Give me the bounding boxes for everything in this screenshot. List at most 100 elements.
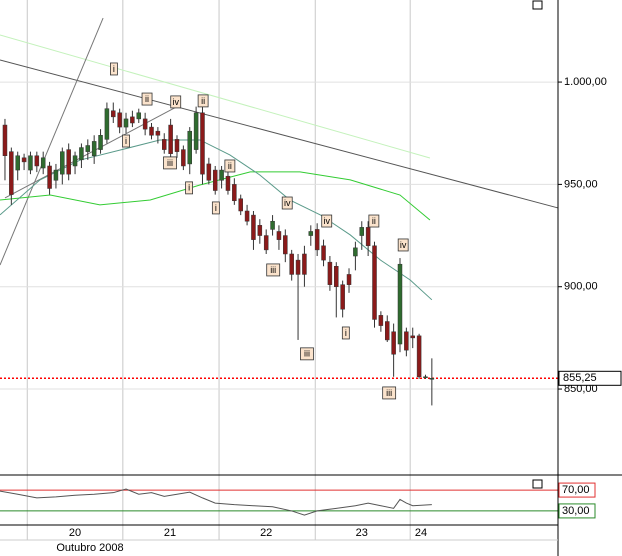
candle-body: [353, 247, 358, 257]
candle-body: [302, 253, 307, 275]
maximize-icon[interactable]: [532, 0, 543, 10]
candle-body: [72, 155, 78, 167]
candle-body: [60, 151, 65, 175]
candle-body: [149, 126, 154, 136]
candle-body: [85, 145, 91, 152]
candle-body: [21, 157, 27, 163]
level-label-box: [558, 482, 596, 498]
candle-body: [423, 376, 428, 379]
wave-label-box: [224, 159, 236, 173]
candle-body: [410, 335, 415, 339]
candle-body: [142, 118, 148, 130]
candle-body: [168, 124, 173, 154]
candle-body: [28, 155, 33, 171]
level-label: 30,00: [562, 505, 590, 517]
candle-body: [314, 229, 320, 251]
candle-body: [53, 169, 59, 181]
wave-label-box: [368, 214, 380, 228]
candle-body: [257, 225, 263, 236]
wave-label: iii: [270, 265, 276, 275]
overlay-line: [0, 34, 431, 159]
x-tick-label: 23: [356, 527, 368, 539]
wave-label-box: [300, 347, 314, 361]
candle-body: [155, 130, 161, 136]
candle-body: [187, 130, 192, 165]
indicator: 70,00 30,00: [0, 482, 596, 519]
candle-body: [15, 155, 20, 171]
maximize-icon[interactable]: [532, 479, 543, 489]
wave-label: i: [345, 328, 347, 338]
candle-body: [219, 169, 224, 181]
y-tick-label: 850,00: [564, 383, 598, 395]
candles: [2, 102, 435, 406]
candle-body: [200, 112, 205, 175]
x-tick-label: 21: [164, 527, 176, 539]
wave-label-box: [122, 134, 130, 148]
wave-label-box: [321, 214, 333, 228]
wave-label-box: [185, 181, 194, 195]
wave-label-box: [110, 62, 118, 76]
candle-body: [193, 112, 199, 150]
wave-label: i: [125, 136, 127, 146]
candle-body: [404, 331, 409, 351]
overlay-line: [0, 171, 431, 221]
overlay-line: [0, 59, 559, 209]
candle-body: [79, 147, 84, 161]
wave-label: i: [113, 64, 115, 74]
wave-label: ii: [372, 216, 376, 226]
wave-label: iii: [304, 349, 310, 359]
wave-label: ii: [145, 94, 149, 104]
candle-body: [327, 261, 333, 285]
candle-body: [251, 214, 256, 240]
x-tick-label: 24: [415, 527, 427, 539]
candle-body: [34, 155, 40, 167]
x-tick-label: 22: [260, 527, 272, 539]
wave-label-box: [397, 238, 409, 252]
candle-body: [174, 139, 180, 152]
y-tick-label: 900,00: [564, 281, 598, 293]
wave-label: iv: [284, 198, 291, 208]
candle-body: [359, 227, 365, 236]
candle-body: [263, 235, 269, 251]
x-axis-label: Outubro 2008: [56, 542, 123, 554]
wave-label: iii: [167, 158, 173, 168]
candle-body: [40, 157, 46, 169]
candle-body: [397, 263, 403, 345]
grid: [0, 0, 558, 540]
candle-body: [104, 108, 110, 140]
overlay-line: [0, 17, 104, 266]
wave-label-box: [341, 326, 350, 340]
candle-body: [365, 227, 371, 247]
candle-body: [372, 245, 377, 320]
candle-body: [98, 135, 103, 150]
candle-body: [270, 220, 275, 230]
y-tick-label: 950,00: [564, 178, 598, 190]
candle-body: [225, 175, 231, 191]
candle-body: [340, 284, 345, 310]
candle-body: [283, 235, 288, 255]
wave-label: iv: [323, 216, 330, 226]
wave-label-box: [197, 94, 209, 108]
candle-body: [308, 231, 314, 236]
candle-body: [47, 165, 52, 189]
wave-label-box: [211, 201, 220, 215]
candle-body: [206, 163, 212, 181]
candle-body: [117, 112, 122, 128]
candle-body: [232, 184, 237, 202]
candle-body: [123, 118, 129, 128]
candle-body: [111, 110, 116, 118]
x-tick-label: 20: [69, 527, 81, 539]
candle-body: [9, 151, 14, 195]
candle-body: [244, 210, 250, 222]
level-label: 70,00: [562, 484, 590, 496]
last-price-box: [558, 370, 622, 386]
candle-body: [136, 112, 142, 120]
candle-body: [384, 321, 390, 341]
candle-body: [321, 245, 326, 261]
level-label-box: [558, 503, 596, 519]
candle-body: [130, 116, 135, 124]
axes: 1.000,00 950,00 900,00 850,00 20 21 22 23 24 855,…: [69, 76, 622, 539]
